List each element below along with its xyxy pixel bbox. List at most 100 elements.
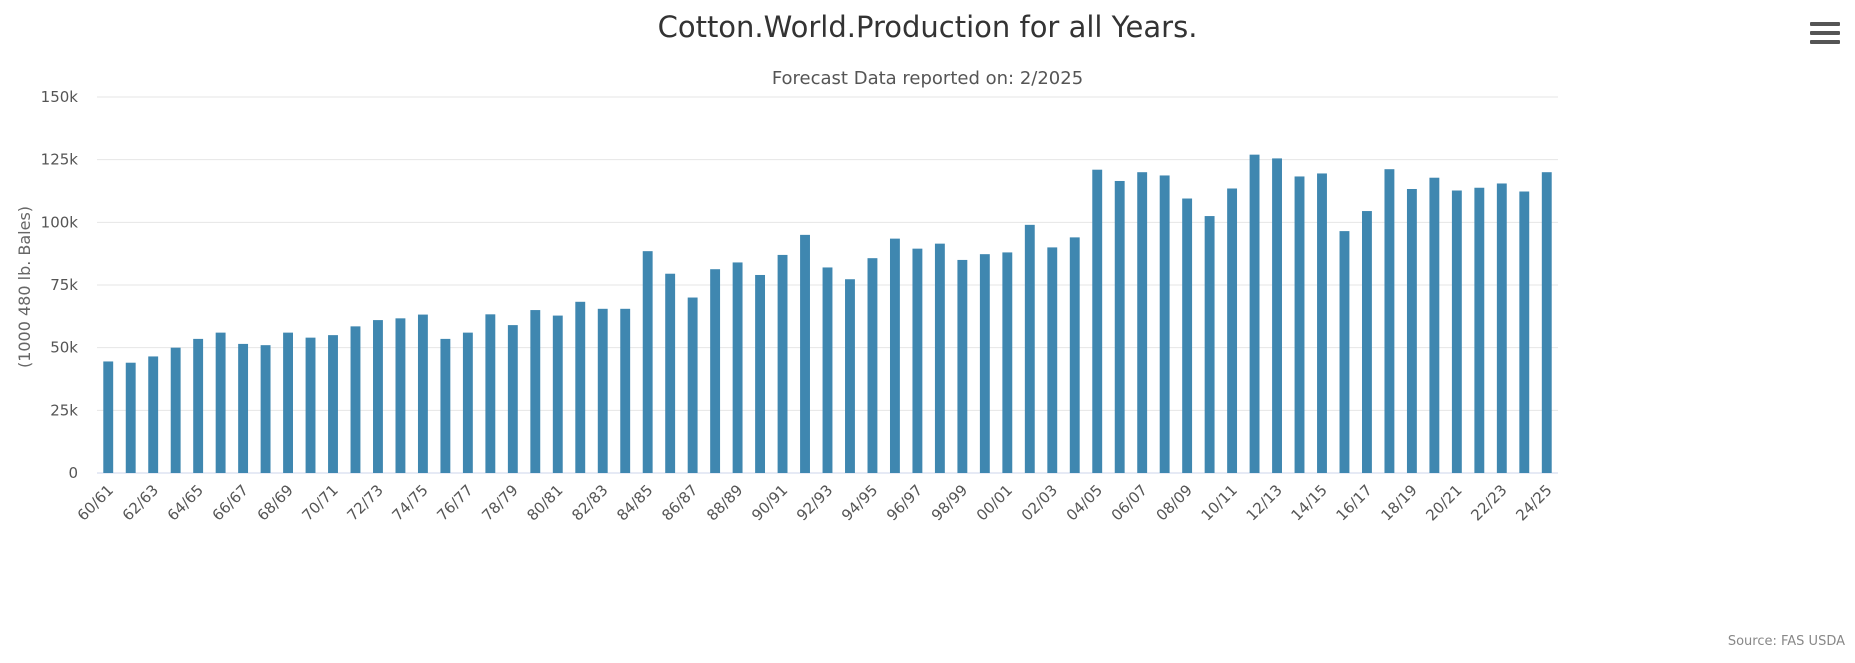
- bar-87-88[interactable]: [710, 269, 721, 473]
- bar-74-75[interactable]: [417, 314, 428, 473]
- x-tick-label: 04/05: [1063, 481, 1106, 524]
- bar-78-79[interactable]: [507, 325, 518, 473]
- bar-90-91[interactable]: [777, 254, 788, 473]
- bar-79-80[interactable]: [530, 310, 541, 473]
- x-tick-label: 16/17: [1332, 481, 1375, 524]
- bar-06-07[interactable]: [1137, 172, 1148, 473]
- bar-70-71[interactable]: [328, 335, 338, 473]
- x-tick-label: 98/99: [928, 481, 971, 524]
- bar-61-62[interactable]: [125, 362, 136, 473]
- bar-11-12[interactable]: [1249, 154, 1260, 474]
- bar-92-93[interactable]: [822, 267, 833, 473]
- x-tick-label: 76/77: [433, 481, 476, 524]
- bar-14-15[interactable]: [1317, 173, 1327, 473]
- bar-07-08[interactable]: [1159, 175, 1170, 473]
- y-tick-label: 25k: [50, 401, 78, 419]
- bar-12-13[interactable]: [1272, 158, 1282, 473]
- bar-04-05[interactable]: [1092, 169, 1103, 473]
- bar-65-66[interactable]: [215, 332, 226, 473]
- bar-98-99[interactable]: [957, 259, 968, 473]
- bar-64-65[interactable]: [193, 338, 204, 473]
- x-axis-ticks: 60/61 62/63 64/65 66/67 68/69 70/71 72/73 74/75…: [74, 481, 1556, 524]
- bar-81-82[interactable]: [575, 301, 586, 473]
- bar-69-70[interactable]: [305, 337, 316, 473]
- x-tick-label: 78/79: [478, 481, 521, 524]
- x-tick-label: 72/73: [343, 481, 386, 524]
- x-tick-label: 02/03: [1018, 481, 1061, 524]
- x-tick-label: 70/71: [299, 481, 342, 524]
- bar-94-95[interactable]: [867, 258, 878, 473]
- x-tick-label: 86/87: [658, 481, 701, 524]
- bar-85-86[interactable]: [665, 273, 676, 473]
- y-tick-label: 100k: [41, 213, 79, 231]
- x-tick-label: 96/97: [883, 481, 926, 524]
- bar-09-10[interactable]: [1204, 216, 1215, 474]
- x-tick-label: 64/65: [164, 481, 207, 524]
- bar-93-94[interactable]: [845, 279, 855, 473]
- bar-72-73[interactable]: [373, 320, 383, 473]
- bar-71-72[interactable]: [350, 326, 361, 473]
- bar-67-68[interactable]: [260, 345, 271, 473]
- bar-91-92[interactable]: [800, 234, 810, 473]
- x-tick-label: 06/07: [1108, 481, 1151, 524]
- x-tick-label: 90/91: [748, 481, 791, 524]
- bar-02-03[interactable]: [1047, 247, 1058, 473]
- bar-19-20[interactable]: [1429, 177, 1440, 473]
- bar-00-01[interactable]: [1002, 252, 1013, 473]
- bar-10-11[interactable]: [1227, 188, 1238, 473]
- y-tick-label: 50k: [50, 339, 78, 357]
- bar-16-17[interactable]: [1362, 211, 1372, 473]
- x-tick-label: 14/15: [1288, 481, 1331, 524]
- hamburger-menu-icon[interactable]: [1810, 22, 1840, 46]
- bar-22-23[interactable]: [1496, 183, 1507, 474]
- bar-89-90[interactable]: [755, 274, 766, 473]
- bar-03-04[interactable]: [1069, 237, 1080, 473]
- x-tick-label: 60/61: [74, 481, 117, 524]
- x-tick-label: 80/81: [523, 481, 566, 524]
- bar-86-87[interactable]: [687, 297, 698, 473]
- bar-05-06[interactable]: [1114, 180, 1125, 473]
- bar-24-25[interactable]: [1541, 172, 1552, 473]
- bar-13-14[interactable]: [1294, 176, 1305, 473]
- x-tick-label: 88/89: [703, 481, 746, 524]
- bar-77-78[interactable]: [485, 314, 496, 473]
- bar-73-74[interactable]: [395, 318, 406, 473]
- x-tick-label: 68/69: [254, 481, 297, 524]
- bar-68-69[interactable]: [283, 332, 293, 473]
- bar-75-76[interactable]: [440, 338, 451, 473]
- bar-84-85[interactable]: [642, 251, 653, 473]
- bar-97-98[interactable]: [934, 243, 945, 473]
- bar-76-77[interactable]: [462, 332, 473, 473]
- y-tick-label: 75k: [50, 276, 78, 294]
- bar-17-18[interactable]: [1384, 169, 1395, 473]
- bar-82-83[interactable]: [597, 308, 608, 473]
- bar-21-22[interactable]: [1474, 187, 1485, 473]
- x-tick-label: 08/09: [1153, 481, 1196, 524]
- bar-08-09[interactable]: [1182, 198, 1193, 473]
- bar-66-67[interactable]: [238, 343, 249, 473]
- x-tick-label: 24/25: [1512, 481, 1555, 524]
- x-tick-label: 74/75: [388, 481, 431, 524]
- bar-01-02[interactable]: [1024, 224, 1035, 473]
- bar-88-89[interactable]: [732, 262, 743, 473]
- x-tick-label: 10/11: [1198, 481, 1241, 524]
- bar-96-97[interactable]: [912, 248, 923, 473]
- bar-63-64[interactable]: [170, 347, 181, 473]
- y-tick-label: 125k: [41, 151, 79, 169]
- bar-23-24[interactable]: [1519, 191, 1530, 473]
- bar-60-61[interactable]: [103, 361, 114, 473]
- y-tick-label: 150k: [41, 88, 79, 106]
- bar-99-00[interactable]: [979, 254, 990, 473]
- bar-95-96[interactable]: [889, 238, 900, 473]
- x-tick-label: 94/95: [838, 481, 881, 524]
- x-tick-label: 18/19: [1377, 481, 1420, 524]
- bar-62-63[interactable]: [148, 356, 159, 473]
- bar-18-19[interactable]: [1406, 188, 1417, 473]
- bar-83-84[interactable]: [620, 308, 631, 473]
- bar-20-21[interactable]: [1451, 190, 1462, 474]
- bars: [103, 154, 1552, 474]
- bar-15-16[interactable]: [1339, 231, 1350, 473]
- x-tick-label: 92/93: [793, 481, 836, 524]
- bar-80-81[interactable]: [552, 315, 563, 473]
